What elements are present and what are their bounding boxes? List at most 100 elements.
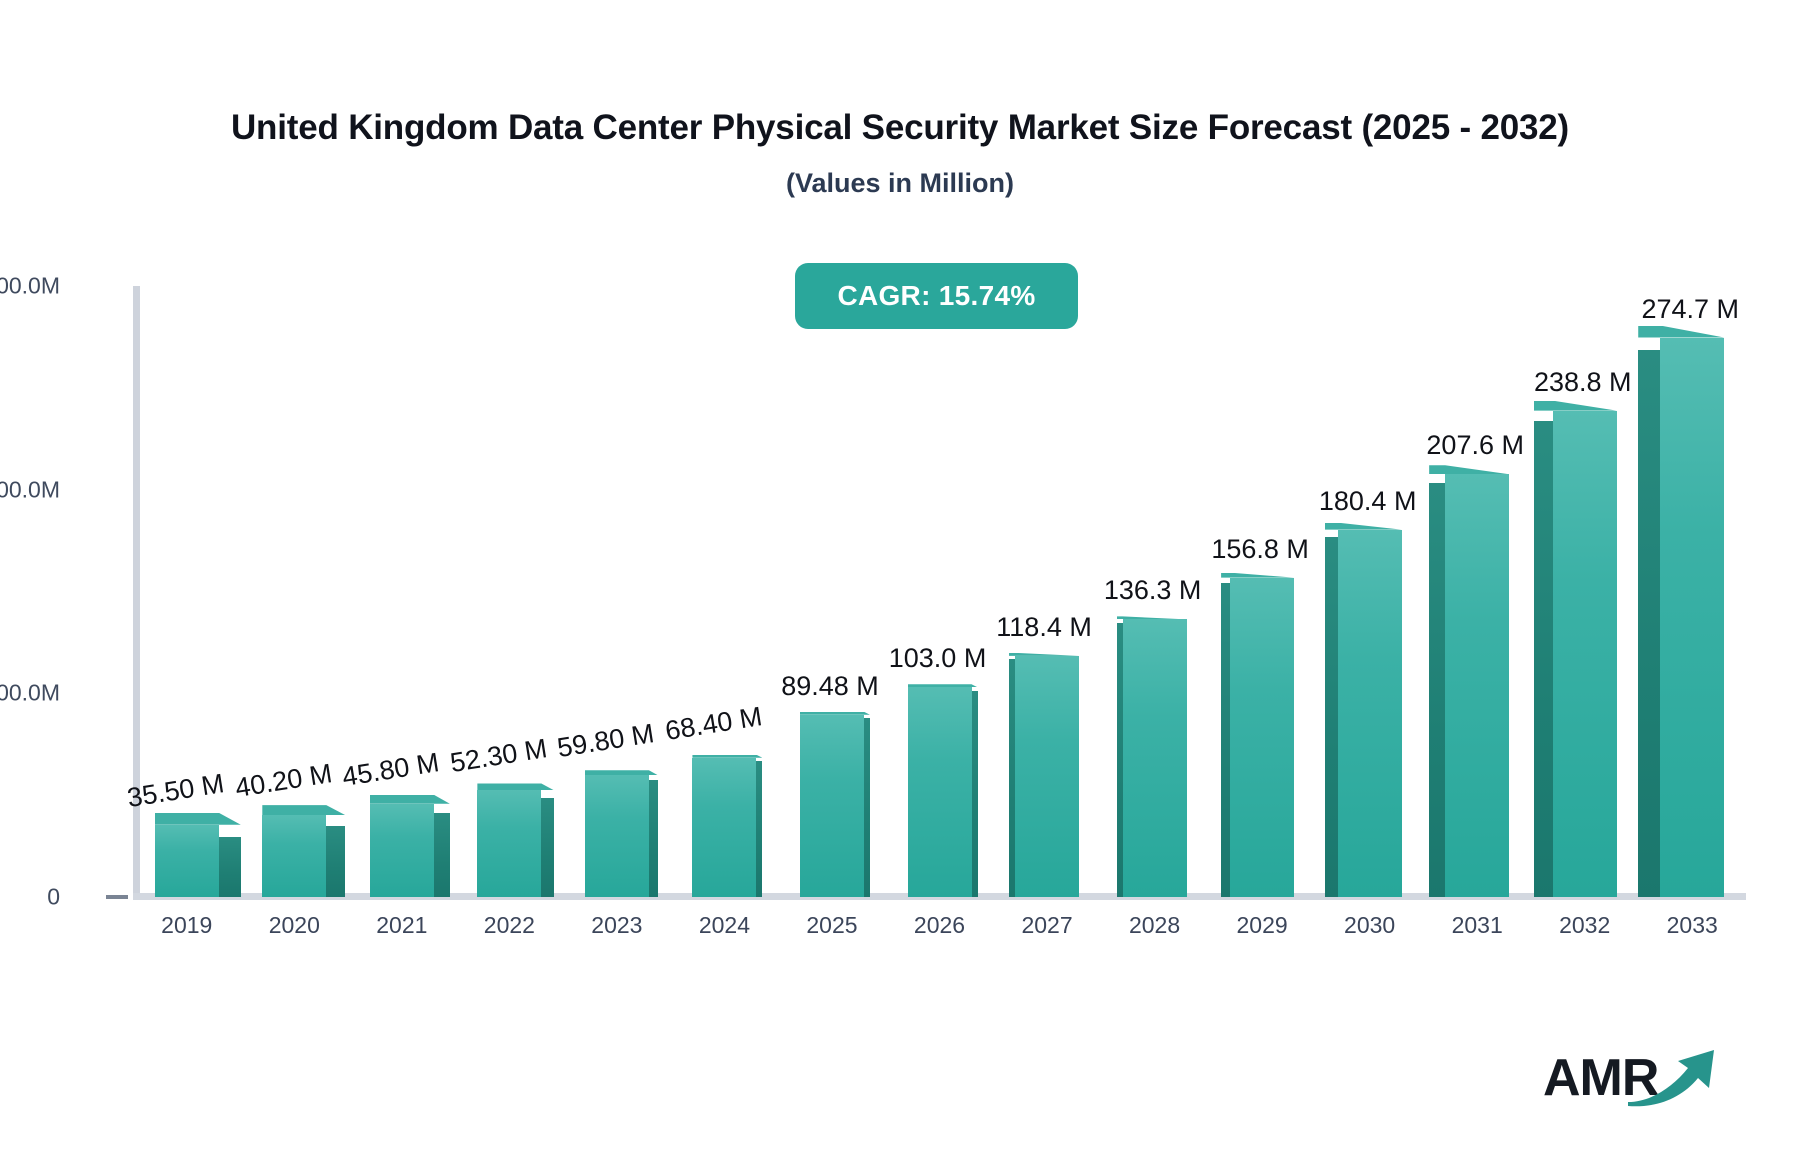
bar-value-label: 118.4 M <box>996 611 1092 642</box>
bar[interactable] <box>1324 522 1402 897</box>
bar-side-face <box>218 836 241 897</box>
y-axis-tick-mark <box>106 895 128 899</box>
x-axis-tick-label: 2031 <box>1451 912 1503 938</box>
x-axis-tick-label: 2019 <box>161 912 213 938</box>
bar[interactable] <box>1009 652 1080 897</box>
bar-value-label: 45.80 M <box>340 746 442 792</box>
bar-value-label: 52.30 M <box>447 733 549 779</box>
bar[interactable] <box>1533 400 1617 897</box>
bar-front-face <box>1122 619 1187 897</box>
bar-front-face <box>799 714 864 897</box>
x-axis-tick-label: 2028 <box>1128 912 1181 938</box>
x-axis-tick-label: 2026 <box>913 912 966 938</box>
bar[interactable] <box>584 770 658 897</box>
bar[interactable] <box>369 794 450 897</box>
bar-value-label: 238.8 M <box>1533 366 1632 397</box>
x-axis-tick-label: 2021 <box>376 912 428 938</box>
bar[interactable] <box>1116 616 1187 897</box>
bar-front-face <box>1337 529 1402 897</box>
bar-value-label: 89.48 M <box>781 670 879 701</box>
bar[interactable] <box>1429 465 1510 897</box>
bar-side-face <box>541 797 555 897</box>
bar[interactable] <box>262 805 346 897</box>
bar-front-face <box>907 687 972 897</box>
bar[interactable] <box>799 711 870 897</box>
bar-front-face <box>1015 655 1080 897</box>
bar-top-face <box>369 794 450 804</box>
bar-side-face <box>1009 659 1016 897</box>
bar-value-label: 207.6 M <box>1426 430 1524 461</box>
bar-top-face <box>477 783 555 791</box>
bar-value-label: 156.8 M <box>1211 533 1309 564</box>
bar-value-label: 274.7 M <box>1641 293 1740 324</box>
bar-top-face <box>907 684 978 688</box>
bar-top-face <box>1324 522 1402 530</box>
bar-value-label: 59.80 M <box>555 718 657 764</box>
bar-front-face <box>1445 474 1510 897</box>
bar-side-face <box>1221 582 1231 897</box>
bar-front-face <box>154 824 219 897</box>
bar-side-face <box>326 825 346 897</box>
bar-value-label: 68.40 M <box>662 700 764 746</box>
bar-side-face <box>1324 536 1338 897</box>
x-axis-tick-label: 2027 <box>1021 912 1073 938</box>
x-axis-tick-label: 2025 <box>806 912 858 938</box>
y-axis-tick-label: 0 <box>47 883 60 910</box>
bar-front-face <box>1552 410 1617 897</box>
x-axis-tick-label: 2020 <box>268 912 320 938</box>
x-axis-tick-label: 2022 <box>483 912 535 938</box>
bar-front-face <box>262 815 327 897</box>
growth-arrow-icon <box>1628 1050 1714 1107</box>
bar-front-face <box>369 803 434 897</box>
bar-front-face <box>584 775 649 897</box>
bar-top-face <box>692 754 763 758</box>
bar-side-face <box>971 690 978 897</box>
y-axis-tick-label: 200.0M <box>0 476 60 503</box>
amr-logo: AMR <box>1543 1042 1723 1116</box>
x-axis-tick-label: 2023 <box>591 912 643 938</box>
bar[interactable] <box>1221 572 1295 897</box>
bar-value-label: 103.0 M <box>888 643 987 674</box>
y-axis-tick-label: 300.0M <box>0 272 60 299</box>
bar-side-face <box>433 812 450 897</box>
x-axis-tick-label: 2030 <box>1344 912 1396 938</box>
bar[interactable] <box>692 754 763 897</box>
bar-top-face <box>1429 465 1510 475</box>
cagr-badge-label: CAGR: 15.74% <box>837 280 1036 311</box>
bar-front-face <box>692 757 757 897</box>
x-axis-tick-label: 2032 <box>1559 912 1611 938</box>
y-axis-tick-label: 100.0M <box>0 679 60 706</box>
bar-front-face <box>477 790 542 897</box>
bar[interactable] <box>477 783 555 897</box>
bar-value-label: 180.4 M <box>1318 485 1417 516</box>
bar-top-face <box>1533 400 1617 411</box>
bar-value-label: 40.20 M <box>232 758 334 804</box>
bar-side-face <box>1116 622 1123 897</box>
bar-top-face <box>154 812 241 825</box>
chart-title: United Kingdom Data Center Physical Secu… <box>230 108 1569 147</box>
bar-front-face <box>1230 577 1295 897</box>
bar-side-face <box>1429 483 1446 897</box>
cagr-badge: CAGR: 15.74% <box>795 263 1078 329</box>
bar-top-face <box>1638 325 1725 338</box>
bar-side-face <box>648 780 658 897</box>
chart-subtitle: (Values in Million) <box>785 168 1015 198</box>
amr-logo-text: AMR <box>1543 1049 1659 1107</box>
bar[interactable] <box>1638 325 1725 897</box>
bar-value-label: 35.50 M <box>125 767 227 813</box>
x-axis-tick-label: 2033 <box>1666 912 1718 938</box>
bar-side-face <box>756 761 763 897</box>
bar-top-face <box>1009 652 1080 656</box>
x-axis-tick-label: 2024 <box>698 912 751 938</box>
bar-top-face <box>1221 572 1295 578</box>
bar-top-face <box>799 711 870 715</box>
bar[interactable] <box>154 812 241 897</box>
bar-value-label: 136.3 M <box>1103 575 1202 606</box>
y-axis-line <box>133 286 140 897</box>
bar[interactable] <box>907 684 978 897</box>
bar-top-face <box>584 770 658 776</box>
bar-side-face <box>1533 421 1553 897</box>
